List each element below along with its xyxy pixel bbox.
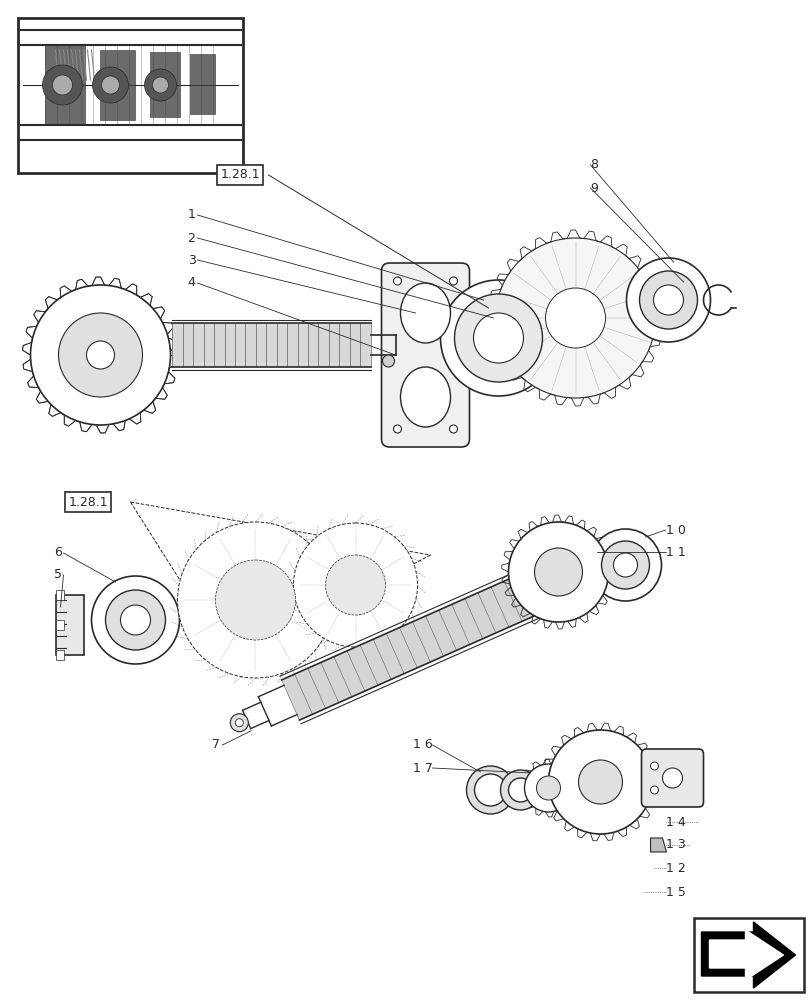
Text: 1 3: 1 3 — [665, 838, 684, 852]
Circle shape — [474, 774, 506, 806]
Circle shape — [613, 553, 637, 577]
Bar — [57, 595, 84, 655]
Circle shape — [601, 541, 649, 589]
Text: 4: 4 — [187, 276, 195, 290]
Bar — [191, 54, 215, 114]
Circle shape — [650, 786, 658, 794]
Circle shape — [653, 285, 683, 315]
Circle shape — [152, 77, 169, 93]
Bar — [57, 650, 64, 660]
Circle shape — [577, 760, 622, 804]
Text: 1 4: 1 4 — [665, 816, 684, 828]
Text: 1 6: 1 6 — [412, 738, 432, 752]
Bar — [57, 590, 64, 600]
Polygon shape — [709, 930, 783, 980]
Circle shape — [473, 313, 523, 363]
Circle shape — [662, 768, 682, 788]
Ellipse shape — [400, 367, 450, 427]
Circle shape — [215, 560, 295, 640]
Bar — [57, 620, 64, 630]
Circle shape — [466, 766, 514, 814]
Circle shape — [58, 313, 142, 397]
Circle shape — [235, 719, 243, 727]
Text: 1 1: 1 1 — [665, 546, 684, 558]
Circle shape — [42, 65, 83, 105]
Circle shape — [547, 730, 652, 834]
Circle shape — [626, 258, 710, 342]
Polygon shape — [701, 922, 795, 988]
Circle shape — [500, 770, 540, 810]
Circle shape — [639, 271, 697, 329]
Circle shape — [293, 523, 417, 647]
Bar — [693, 918, 803, 992]
Text: 9: 9 — [590, 182, 598, 194]
FancyBboxPatch shape — [381, 263, 469, 447]
Circle shape — [325, 555, 385, 615]
Circle shape — [92, 67, 128, 103]
Text: 1 0: 1 0 — [665, 524, 684, 536]
Bar — [45, 46, 85, 124]
Circle shape — [449, 425, 457, 433]
Circle shape — [393, 425, 401, 433]
Text: 1.28.1: 1.28.1 — [221, 168, 260, 182]
Circle shape — [449, 277, 457, 285]
Text: 1.28.1: 1.28.1 — [68, 495, 108, 508]
Ellipse shape — [400, 283, 450, 343]
Polygon shape — [281, 558, 573, 720]
Text: 1 7: 1 7 — [412, 762, 432, 774]
Circle shape — [87, 341, 114, 369]
Circle shape — [440, 280, 556, 396]
Circle shape — [508, 522, 607, 622]
Polygon shape — [650, 838, 666, 852]
Text: 1 2: 1 2 — [665, 861, 684, 874]
Bar — [101, 50, 135, 120]
Circle shape — [508, 778, 532, 802]
Circle shape — [178, 522, 333, 678]
Text: 5: 5 — [54, 568, 62, 582]
Circle shape — [92, 576, 179, 664]
Circle shape — [393, 277, 401, 285]
Circle shape — [534, 548, 581, 596]
Circle shape — [230, 714, 248, 732]
Text: 1: 1 — [187, 209, 195, 222]
Circle shape — [454, 294, 542, 382]
Text: 7: 7 — [212, 738, 221, 752]
FancyBboxPatch shape — [641, 749, 702, 807]
Bar — [19, 18, 243, 173]
Circle shape — [495, 238, 654, 398]
Circle shape — [53, 75, 72, 95]
Circle shape — [101, 76, 119, 94]
Circle shape — [589, 529, 661, 601]
Text: 8: 8 — [590, 158, 598, 172]
Circle shape — [105, 590, 165, 650]
Bar — [172, 323, 370, 367]
Circle shape — [524, 764, 572, 812]
Text: 3: 3 — [187, 253, 195, 266]
Circle shape — [382, 355, 394, 367]
Circle shape — [545, 288, 605, 348]
Circle shape — [144, 69, 176, 101]
Circle shape — [536, 776, 560, 800]
Text: 2: 2 — [187, 232, 195, 244]
Circle shape — [487, 230, 663, 406]
Circle shape — [650, 762, 658, 770]
Bar — [150, 52, 180, 117]
Circle shape — [120, 605, 150, 635]
Circle shape — [31, 285, 170, 425]
Text: 1 5: 1 5 — [665, 886, 684, 898]
Text: 6: 6 — [54, 546, 62, 560]
